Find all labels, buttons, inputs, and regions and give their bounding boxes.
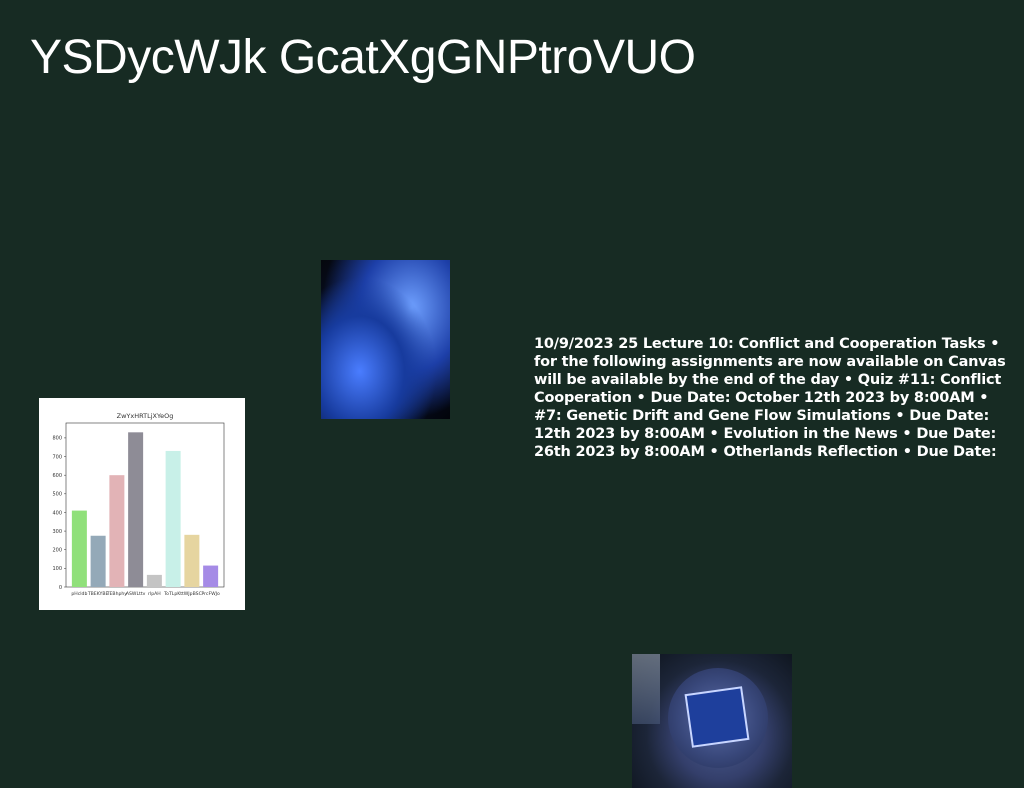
x-tick-label: rlpAH <box>148 591 161 597</box>
bar <box>146 574 162 587</box>
x-tick-label: tWJpBSC <box>182 591 202 597</box>
plot-frame <box>65 422 225 588</box>
y-tick-label: 700 <box>52 454 62 460</box>
y-tick-label: 400 <box>52 510 62 516</box>
bar <box>109 475 125 587</box>
y-tick-label: 0 <box>59 585 62 591</box>
x-tick-label: ASWLttv <box>126 591 146 597</box>
bar <box>184 534 200 587</box>
gift-photo <box>632 654 792 788</box>
y-tick-label: 100 <box>52 566 62 572</box>
x-tick-label: ToTLpKt <box>163 591 182 597</box>
lecture-text: 10/9/2023 25 Lecture 10: Conflict and Co… <box>534 336 1006 460</box>
y-tick-label: 600 <box>52 473 62 479</box>
bar <box>128 432 144 587</box>
x-tick-label: TEBhphy <box>106 591 128 597</box>
y-tick-label: 800 <box>52 436 62 442</box>
bar <box>203 565 219 587</box>
bar-chart-image: ZwYxHRTLjXYeOg 0 100 200 300 400 500 600 700 800 p… <box>39 398 245 610</box>
bar <box>90 535 106 587</box>
y-tick-label: 200 <box>52 548 62 554</box>
abstract-blue-image <box>321 260 450 419</box>
glass-shape <box>632 654 660 724</box>
bar <box>71 510 87 587</box>
gift-box-shape <box>684 686 750 748</box>
bar-chart: ZwYxHRTLjXYeOg 0 100 200 300 400 500 600 700 800 p… <box>52 412 225 597</box>
x-tick-label: pHcldb <box>71 591 87 597</box>
chart-title: ZwYxHRTLjXYeOg <box>117 412 174 420</box>
y-tick-label: 500 <box>52 492 62 498</box>
x-tick-label: PrcFWJo <box>201 591 220 597</box>
page-title: YSDycWJk GcatXgGNPtroVUO <box>30 31 696 84</box>
bar <box>165 450 181 587</box>
x-tick-label: TBEKYBE <box>87 591 109 597</box>
y-tick-label: 300 <box>52 529 62 535</box>
